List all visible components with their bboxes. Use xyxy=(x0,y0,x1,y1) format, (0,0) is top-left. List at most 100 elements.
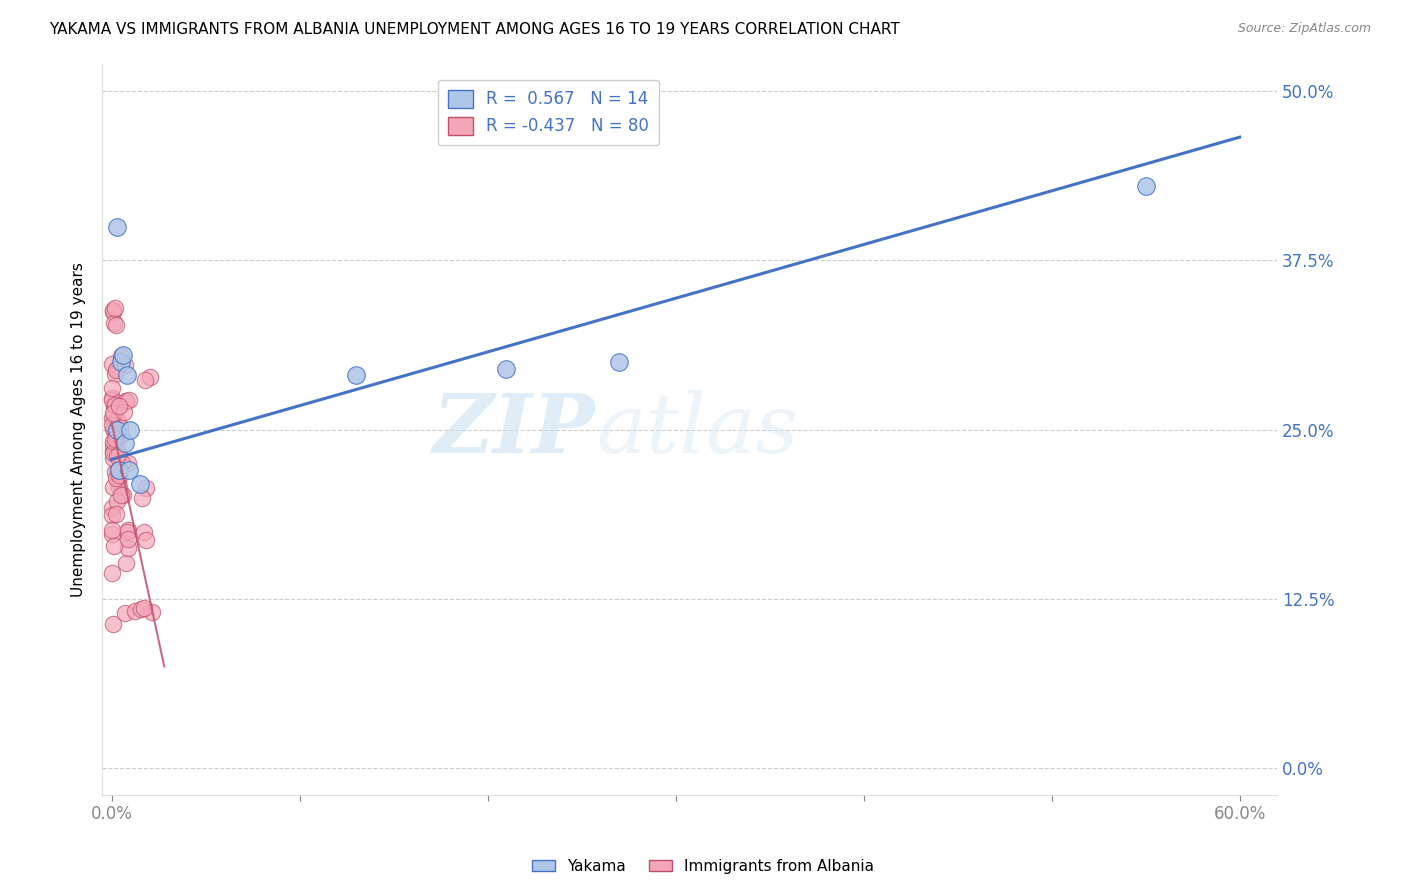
Point xyxy=(120,423,142,437)
Point xyxy=(132,600,155,615)
Point xyxy=(103,443,125,458)
Point xyxy=(110,355,132,369)
Point xyxy=(108,480,131,494)
Point xyxy=(118,392,141,407)
Point xyxy=(104,432,127,446)
Point xyxy=(117,525,139,540)
Point xyxy=(135,482,157,496)
Point xyxy=(112,405,135,419)
Point xyxy=(1135,178,1157,193)
Point xyxy=(104,363,127,377)
Text: Source: ZipAtlas.com: Source: ZipAtlas.com xyxy=(1237,22,1371,36)
Point xyxy=(107,447,129,461)
Point xyxy=(111,488,134,502)
Point xyxy=(114,394,136,409)
Point xyxy=(101,302,124,317)
Point xyxy=(101,422,124,436)
Point xyxy=(607,355,630,369)
Point xyxy=(111,456,134,470)
Point xyxy=(104,426,127,441)
Point xyxy=(115,556,138,570)
Point xyxy=(132,524,155,539)
Point xyxy=(101,508,124,522)
Point xyxy=(108,468,131,483)
Point xyxy=(101,391,124,405)
Point xyxy=(101,417,124,432)
Point xyxy=(101,406,124,420)
Point xyxy=(115,368,138,383)
Point xyxy=(101,526,124,541)
Point xyxy=(134,374,156,388)
Y-axis label: Unemployment Among Ages 16 to 19 years: Unemployment Among Ages 16 to 19 years xyxy=(72,262,86,597)
Point xyxy=(105,423,128,437)
Point xyxy=(108,463,131,477)
Point xyxy=(495,361,517,376)
Text: ZIP: ZIP xyxy=(433,390,596,469)
Point xyxy=(101,501,124,516)
Point xyxy=(104,445,127,459)
Point xyxy=(104,398,127,412)
Point xyxy=(101,446,124,460)
Point xyxy=(103,539,125,553)
Point xyxy=(101,305,124,319)
Point xyxy=(114,436,136,450)
Point xyxy=(103,451,125,466)
Point xyxy=(101,393,124,408)
Point xyxy=(135,533,157,548)
Point xyxy=(104,436,127,450)
Point xyxy=(108,419,131,434)
Point xyxy=(117,523,139,537)
Legend: Yakama, Immigrants from Albania: Yakama, Immigrants from Albania xyxy=(526,853,880,880)
Point xyxy=(110,349,132,363)
Point xyxy=(101,523,124,537)
Point xyxy=(105,425,128,439)
Point xyxy=(124,604,146,618)
Point xyxy=(101,381,124,395)
Point xyxy=(101,480,124,494)
Point xyxy=(105,471,128,485)
Text: YAKAMA VS IMMIGRANTS FROM ALBANIA UNEMPLOYMENT AMONG AGES 16 TO 19 YEARS CORRELA: YAKAMA VS IMMIGRANTS FROM ALBANIA UNEMPL… xyxy=(49,22,900,37)
Point xyxy=(114,394,136,409)
Point xyxy=(105,318,128,332)
Legend: R =  0.567   N = 14, R = -0.437   N = 80: R = 0.567 N = 14, R = -0.437 N = 80 xyxy=(439,79,659,145)
Point xyxy=(117,456,139,470)
Point xyxy=(101,410,124,425)
Point xyxy=(105,494,128,508)
Point xyxy=(104,301,127,315)
Point xyxy=(104,367,127,381)
Point xyxy=(101,566,124,581)
Point xyxy=(104,445,127,459)
Point xyxy=(128,476,150,491)
Point xyxy=(117,532,139,546)
Point xyxy=(107,463,129,477)
Point xyxy=(141,605,163,619)
Point xyxy=(114,358,136,372)
Point xyxy=(111,348,134,362)
Point xyxy=(131,491,153,505)
Point xyxy=(103,438,125,452)
Point xyxy=(103,316,125,330)
Point xyxy=(101,357,124,371)
Point xyxy=(103,434,125,449)
Point xyxy=(139,370,162,384)
Point xyxy=(110,488,132,502)
Text: atlas: atlas xyxy=(596,390,799,469)
Point xyxy=(105,413,128,427)
Point xyxy=(103,406,125,420)
Point xyxy=(103,418,125,433)
Point xyxy=(107,474,129,488)
Point xyxy=(110,428,132,442)
Point xyxy=(103,397,125,411)
Point xyxy=(344,368,367,383)
Point xyxy=(117,541,139,555)
Point xyxy=(105,219,128,234)
Point xyxy=(105,507,128,521)
Point xyxy=(105,450,128,464)
Point xyxy=(117,463,139,477)
Point xyxy=(108,399,131,413)
Point xyxy=(114,606,136,620)
Point xyxy=(105,362,128,376)
Point xyxy=(131,602,153,616)
Point xyxy=(104,466,127,480)
Point xyxy=(103,399,125,413)
